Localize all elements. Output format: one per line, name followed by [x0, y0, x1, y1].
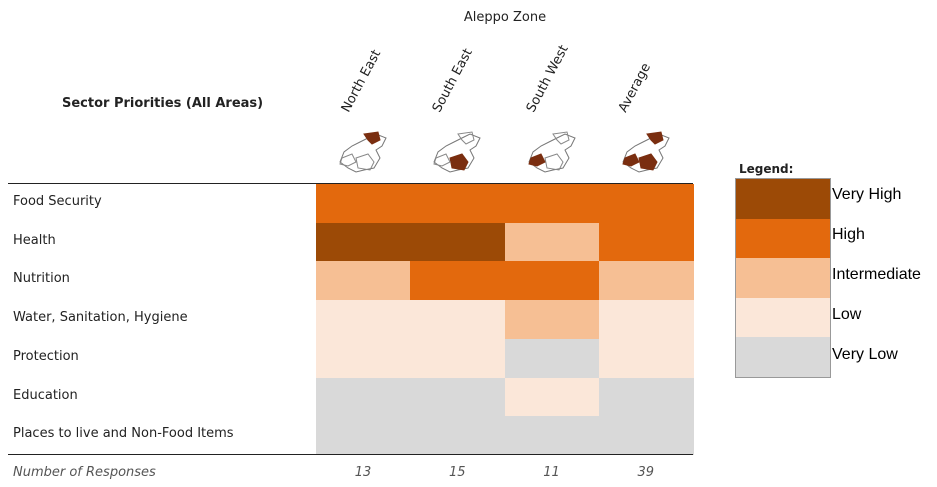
- heatmap-cell: [410, 416, 506, 456]
- row-label: Nutrition: [13, 271, 70, 287]
- legend-label: Low: [832, 306, 862, 323]
- heatmap-cell: [410, 338, 506, 378]
- table-bottom-rule: [8, 454, 693, 455]
- heatmap-cell: [316, 184, 411, 223]
- region-map-icon: [433, 131, 481, 173]
- heatmap-cell: [316, 377, 411, 417]
- row-label: Food Security: [13, 194, 102, 209]
- heatmap-cell: [504, 300, 600, 340]
- response-count: 15: [448, 465, 466, 480]
- heatmap-cell: [316, 222, 411, 262]
- zone-title: Aleppo Zone: [463, 10, 547, 25]
- heatmap-cell: [410, 222, 506, 262]
- heatmap-cell: [598, 416, 694, 456]
- row-label: Education: [13, 387, 78, 403]
- heatmap-cell: [504, 377, 600, 417]
- responses-label: Number of Responses: [13, 465, 156, 480]
- row-label: Protection: [13, 348, 79, 364]
- heatmap-cell: [316, 338, 411, 378]
- legend-swatch: [736, 258, 830, 298]
- column-heading: South East: [429, 46, 476, 116]
- heatmap-cell: [410, 300, 506, 340]
- legend-swatch: [736, 337, 830, 377]
- legend-title: Legend:: [739, 162, 794, 176]
- sector-title: Sector Priorities (All Areas): [62, 96, 264, 111]
- legend-label: Intermediate: [832, 266, 921, 283]
- heatmap-cell: [316, 300, 411, 340]
- heatmap-cell: [598, 300, 694, 340]
- heatmap-cell: [504, 261, 600, 301]
- region-map-icon: [622, 131, 670, 173]
- heatmap-cell: [598, 338, 694, 378]
- legend-label: Very Low: [832, 346, 898, 363]
- heatmap-cell: [410, 261, 506, 301]
- response-count: 39: [637, 465, 655, 480]
- heatmap-cell: [504, 416, 600, 456]
- heatmap-cell: [598, 184, 694, 223]
- heatmap-cell: [504, 222, 600, 262]
- heatmap-cell: [410, 377, 506, 417]
- response-count: 13: [354, 465, 372, 480]
- column-heading: North East: [338, 47, 385, 115]
- region-map-icon: [527, 131, 576, 173]
- table-top-rule: [8, 183, 693, 184]
- row-label: Health: [13, 232, 56, 248]
- legend-label: Very High: [832, 186, 902, 203]
- legend: [735, 178, 831, 378]
- heatmap-cell: [410, 184, 506, 223]
- legend-swatch: [736, 218, 830, 259]
- heatmap-cell: [598, 261, 694, 301]
- heatmap-cell: [504, 338, 600, 378]
- heatmap-cell: [316, 261, 411, 301]
- heatmap-cell: [598, 377, 694, 417]
- legend-swatch: [736, 179, 830, 219]
- row-label: Water, Sanitation, Hygiene: [13, 310, 188, 326]
- response-count: 11: [543, 465, 560, 480]
- legend-label: High: [832, 226, 865, 243]
- row-label: Places to live and Non-Food Items: [13, 426, 234, 442]
- heatmap-cell: [598, 222, 694, 262]
- legend-swatch: [736, 297, 830, 338]
- column-heading: Average: [615, 60, 655, 115]
- heatmap-cell: [316, 416, 411, 456]
- heatmap-cell: [504, 184, 600, 223]
- region-map-icon: [339, 131, 387, 173]
- column-heading: South West: [523, 42, 572, 115]
